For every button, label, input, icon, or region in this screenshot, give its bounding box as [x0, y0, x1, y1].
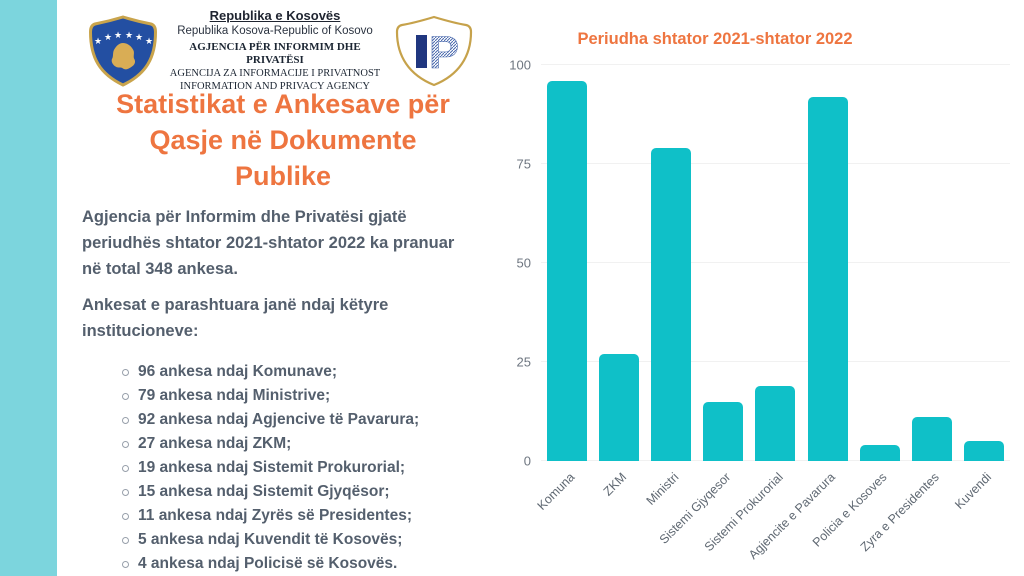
svg-text:★: ★ — [94, 36, 102, 46]
gridline — [541, 64, 1010, 65]
x-axis-label: ZKM — [600, 470, 630, 499]
bar-zyra-e-presidentes — [911, 417, 952, 461]
bar-slot: Komuna — [534, 65, 593, 513]
bar-slot: Agjencite e Pavarura — [746, 65, 854, 562]
list-item-label: 4 ankesa ndaj Policisë së Kosovës. — [138, 555, 398, 572]
bullet-icon — [122, 392, 129, 400]
bar-slot: Kuvendi — [952, 65, 1010, 512]
ip-agency-logo-icon: P — [395, 15, 473, 86]
gridline — [541, 361, 1010, 362]
kosovo-coat-of-arms-icon: ★ ★ ★ ★ ★ ★ — [88, 14, 158, 87]
page-title: Statistikat e Ankesave për Qasje në Doku… — [82, 86, 484, 194]
bullet-icon — [122, 464, 129, 472]
bar-slot: Sistemi Gjyqesor — [657, 65, 749, 547]
list-item: 96 ankesa ndaj Komunave; — [122, 360, 484, 384]
bar-slot: Ministri — [643, 65, 697, 508]
svg-text:P: P — [429, 27, 459, 78]
title-line-2: Qasje në Dokumente — [149, 125, 417, 155]
bar-komuna — [547, 80, 588, 461]
bullet-icon — [122, 488, 129, 496]
svg-text:★: ★ — [104, 32, 112, 42]
bar-slot: Sistemi Prokurorial — [701, 65, 801, 554]
bullet-icon — [122, 416, 129, 424]
bar-agjencite-e-pavarura — [807, 96, 848, 461]
x-axis-label: Komuna — [534, 470, 577, 513]
emblem-stars: ★ ★ ★ ★ ★ ★ — [94, 30, 153, 46]
list-item-label: 11 ankesa ndaj Zyrës së Presidentes; — [138, 507, 412, 524]
bar-zkm — [599, 354, 640, 461]
header: ★ ★ ★ ★ ★ ★ Republika e Kosovës Republika Ko… — [86, 8, 478, 93]
header-line-agency-sr: AGENCIJA ZA INFORMACIJE I PRIVATNOST — [169, 68, 381, 79]
y-axis-tick-label: 25 — [516, 354, 531, 370]
chart-plot: Komuna ZKM Ministri Sistemi Gjyqesor Sistemi… — [509, 59, 1010, 562]
list-item: 92 ankesa ndaj Agjencive të Pavarura; — [122, 408, 484, 432]
bar-ministri — [651, 148, 692, 461]
title-line-3: Publike — [234, 161, 332, 191]
y-axis-tick-label: 100 — [509, 57, 531, 73]
list-item: 15 ankesa ndaj Sistemit Gjyqësor; — [122, 480, 484, 504]
x-axis-label: Kuvendi — [951, 470, 994, 512]
svg-text:★: ★ — [114, 30, 122, 40]
bullet-icon — [122, 440, 129, 448]
list-item: 11 ankesa ndaj Zyrës së Presidentes; — [122, 504, 484, 528]
y-axis-tick-label: 75 — [516, 156, 531, 172]
list-item: 27 ankesa ndaj ZKM; — [122, 432, 484, 456]
gridline — [541, 163, 1010, 164]
bar-slot: Policia e Kosoves — [810, 65, 906, 550]
bullet-icon — [122, 536, 129, 544]
complaints-bar-chart: Periudha shtator 2021-shtator 2022 Komun… — [503, 28, 1010, 562]
list-item: 79 ankesa ndaj Ministrive; — [122, 384, 484, 408]
bullet-icon — [122, 368, 129, 376]
header-text: Republika e Kosovës Republika Kosova-Rep… — [167, 8, 383, 93]
list-item-label: 79 ankesa ndaj Ministrive; — [138, 387, 331, 404]
bullet-icon — [122, 560, 129, 568]
y-axis-tick-label: 50 — [516, 255, 531, 271]
intro-paragraph: Agjencia për Informim dhe Privatësi gjat… — [82, 208, 455, 278]
bar-slot: ZKM — [593, 65, 645, 499]
list-item-label: 96 ankesa ndaj Komunave; — [138, 363, 337, 380]
bullet-icon — [122, 512, 129, 520]
svg-text:★: ★ — [125, 30, 133, 40]
x-axis-label: Ministri — [643, 470, 682, 508]
left-column: Statistikat e Ankesave për Qasje në Doku… — [82, 86, 484, 576]
list-item-label: 19 ankesa ndaj Sistemit Prokurorial; — [138, 459, 406, 476]
gridline — [541, 262, 1010, 263]
title-line-1: Statistikat e Ankesave për — [116, 89, 450, 119]
institutions-list: 96 ankesa ndaj Komunave; 79 ankesa ndaj M… — [82, 360, 484, 576]
bar-slot: Zyra e Presidentes — [858, 65, 958, 554]
list-item: 19 ankesa ndaj Sistemit Prokurorial; — [122, 456, 484, 480]
list-item-label: 92 ankesa ndaj Agjencive të Pavarura; — [138, 411, 420, 428]
bar-policia-e-kosoves — [859, 445, 900, 461]
list-item-label: 27 ankesa ndaj ZKM; — [138, 435, 292, 452]
list-item: 4 ankesa ndaj Policisë së Kosovës. — [122, 552, 484, 576]
y-axis-tick-label: 0 — [523, 453, 531, 469]
header-line-republic: Republika Kosova-Republic of Kosovo — [177, 25, 373, 37]
header-line-agency-en: INFORMATION AND PRIVACY AGENCY — [180, 81, 370, 92]
bar-kuvendi — [963, 441, 1004, 461]
x-axis-label: Agjencite e Pavarura — [745, 470, 838, 562]
header-line-republika: Republika e Kosovës — [209, 8, 341, 23]
header-line-agency-sq: AGJENCIA PËR INFORMIM DHE PRIVATËSI — [189, 41, 361, 66]
list-item: 5 ankesa ndaj Kuvendit të Kosovës; — [122, 528, 484, 552]
bar-sistemi-gjyqesor — [703, 401, 744, 461]
institutions-paragraph: Ankesat e parashtuara janë ndaj këtyre i… — [82, 296, 389, 340]
svg-text:★: ★ — [135, 32, 143, 42]
svg-text:★: ★ — [145, 36, 153, 46]
kosovo-map-shape — [111, 42, 136, 69]
bar-sistemi-prokurorial — [755, 385, 796, 461]
left-accent-stripe — [0, 0, 57, 576]
list-item-label: 5 ankesa ndaj Kuvendit të Kosovës; — [138, 531, 403, 548]
list-item-label: 15 ankesa ndaj Sistemit Gjyqësor; — [138, 483, 390, 500]
chart-bars: Komuna ZKM Ministri Sistemi Gjyqesor Sistemi… — [534, 65, 1010, 562]
chart-title: Periudha shtator 2021-shtator 2022 — [577, 30, 853, 48]
